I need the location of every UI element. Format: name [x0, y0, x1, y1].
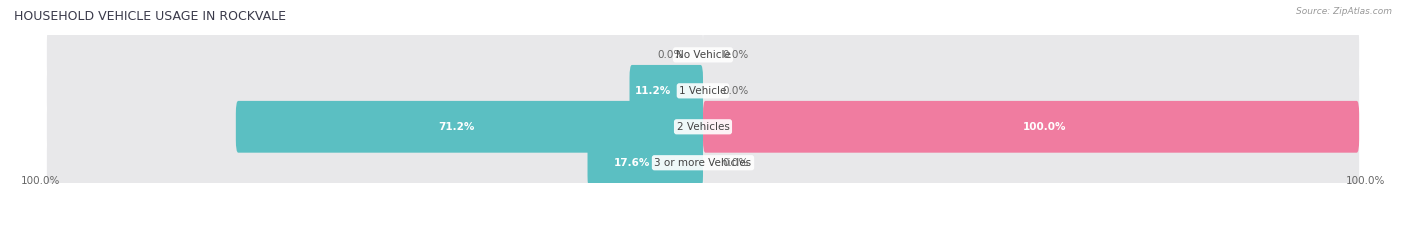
Text: No Vehicle: No Vehicle — [675, 50, 731, 60]
FancyBboxPatch shape — [703, 101, 1360, 153]
FancyBboxPatch shape — [236, 101, 703, 153]
Text: 11.2%: 11.2% — [636, 86, 671, 96]
FancyBboxPatch shape — [588, 137, 703, 189]
Text: 71.2%: 71.2% — [439, 122, 474, 132]
Text: 100.0%: 100.0% — [21, 176, 60, 186]
Text: 17.6%: 17.6% — [614, 158, 651, 168]
Text: 2 Vehicles: 2 Vehicles — [676, 122, 730, 132]
Text: 0.0%: 0.0% — [657, 50, 683, 60]
Text: 0.0%: 0.0% — [723, 86, 749, 96]
FancyBboxPatch shape — [703, 65, 1360, 117]
Text: 1 Vehicle: 1 Vehicle — [679, 86, 727, 96]
Text: Source: ZipAtlas.com: Source: ZipAtlas.com — [1296, 7, 1392, 16]
FancyBboxPatch shape — [46, 137, 703, 189]
FancyBboxPatch shape — [630, 65, 703, 117]
Text: 3 or more Vehicles: 3 or more Vehicles — [654, 158, 752, 168]
FancyBboxPatch shape — [46, 29, 703, 81]
Text: 100.0%: 100.0% — [1022, 122, 1066, 132]
Text: 0.0%: 0.0% — [723, 50, 749, 60]
FancyBboxPatch shape — [703, 29, 1360, 81]
FancyBboxPatch shape — [703, 101, 1360, 153]
FancyBboxPatch shape — [46, 65, 703, 117]
FancyBboxPatch shape — [703, 137, 1360, 189]
Text: HOUSEHOLD VEHICLE USAGE IN ROCKVALE: HOUSEHOLD VEHICLE USAGE IN ROCKVALE — [14, 10, 285, 22]
FancyBboxPatch shape — [46, 101, 703, 153]
Text: 100.0%: 100.0% — [1346, 176, 1385, 186]
Text: 0.0%: 0.0% — [723, 158, 749, 168]
